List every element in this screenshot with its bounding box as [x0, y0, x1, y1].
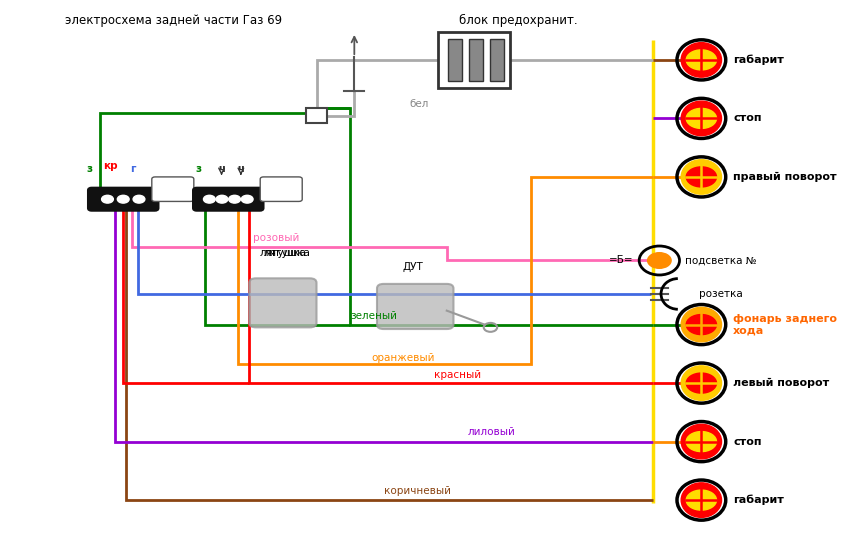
Text: левый поворот: левый поворот [734, 378, 829, 388]
Ellipse shape [681, 160, 722, 194]
Ellipse shape [681, 43, 722, 77]
FancyBboxPatch shape [250, 278, 317, 328]
Circle shape [686, 315, 716, 335]
Circle shape [686, 490, 716, 510]
Text: лягушка: лягушка [263, 248, 311, 258]
FancyBboxPatch shape [469, 39, 483, 81]
Text: коричневый: коричневый [384, 486, 450, 496]
Text: электросхема задней части Газ 69: электросхема задней части Газ 69 [65, 15, 282, 27]
Text: розетка: розетка [699, 289, 742, 299]
Ellipse shape [681, 307, 722, 342]
Circle shape [686, 432, 716, 451]
Text: стоп: стоп [734, 437, 762, 446]
Text: ч: ч [218, 164, 225, 174]
Text: габарит: габарит [734, 55, 784, 65]
Text: стоп: стоп [734, 114, 762, 123]
Ellipse shape [681, 366, 722, 400]
Ellipse shape [681, 424, 722, 459]
Text: =Б=: =Б= [609, 255, 634, 265]
FancyBboxPatch shape [152, 177, 194, 202]
Text: зеленый: зеленый [350, 311, 397, 321]
Circle shape [216, 195, 228, 203]
Circle shape [102, 195, 114, 203]
Text: з: з [195, 164, 201, 174]
Text: фонарь заднего
хода: фонарь заднего хода [734, 314, 837, 335]
FancyBboxPatch shape [438, 32, 510, 88]
Circle shape [647, 253, 671, 268]
Text: бел: бел [409, 100, 428, 109]
Text: правый поворот: правый поворот [734, 172, 837, 182]
Text: з: з [87, 164, 93, 174]
Text: лягушка: лягушка [259, 248, 307, 258]
Circle shape [133, 195, 145, 203]
FancyBboxPatch shape [491, 39, 504, 81]
Circle shape [203, 195, 215, 203]
Text: кр: кр [103, 161, 118, 171]
Circle shape [686, 50, 716, 70]
Ellipse shape [681, 101, 722, 136]
Text: красный: красный [434, 370, 481, 380]
Text: ч: ч [238, 164, 245, 174]
Circle shape [117, 195, 129, 203]
Circle shape [686, 109, 716, 128]
Text: 1: 1 [170, 184, 177, 194]
Text: подсветка №: подсветка № [684, 255, 756, 265]
Text: блок предохранит.: блок предохранит. [459, 15, 578, 27]
Text: ДУТ: ДУТ [403, 262, 424, 272]
Text: габарит: габарит [734, 495, 784, 505]
Text: 2: 2 [277, 184, 285, 194]
FancyBboxPatch shape [260, 177, 302, 202]
FancyBboxPatch shape [89, 188, 158, 211]
Text: г: г [131, 164, 136, 174]
Text: розовый: розовый [253, 233, 300, 243]
FancyBboxPatch shape [377, 284, 454, 329]
Circle shape [686, 373, 716, 393]
Circle shape [686, 167, 716, 187]
FancyBboxPatch shape [194, 188, 263, 211]
FancyBboxPatch shape [306, 109, 327, 123]
FancyBboxPatch shape [449, 39, 461, 81]
Circle shape [241, 195, 253, 203]
Text: лиловый: лиловый [468, 427, 516, 437]
Circle shape [229, 195, 240, 203]
Ellipse shape [681, 483, 722, 517]
Text: оранжевый: оранжевый [371, 353, 435, 363]
